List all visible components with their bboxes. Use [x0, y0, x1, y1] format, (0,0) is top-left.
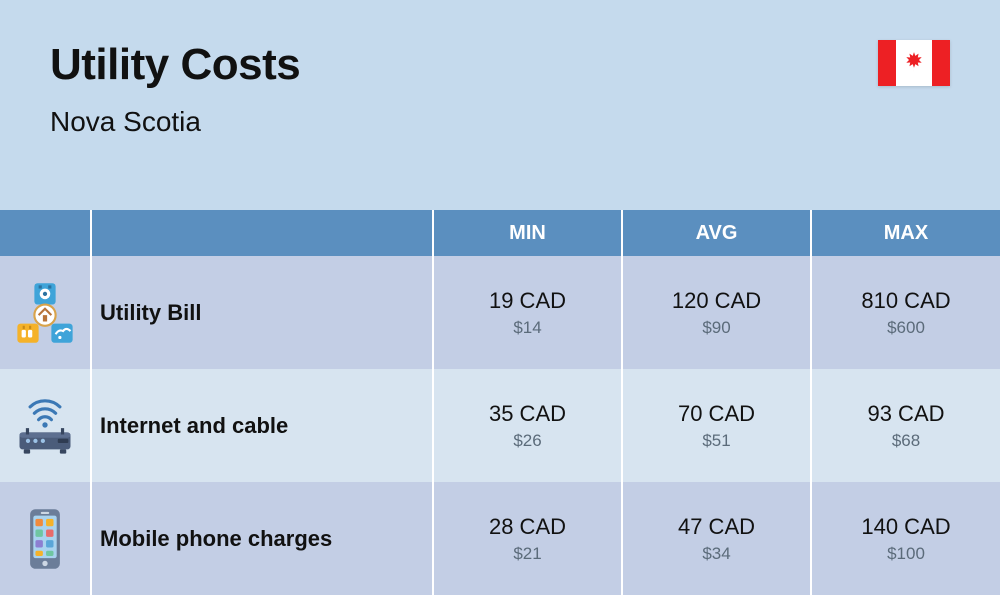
secondary-value: $90 — [702, 318, 730, 338]
col-header-max: MAX — [812, 210, 1000, 256]
primary-value: 35 CAD — [489, 401, 566, 427]
row-label: Internet and cable — [92, 369, 434, 482]
utility-icon — [11, 279, 79, 347]
cell-max: 93 CAD $68 — [812, 369, 1000, 482]
primary-value: 19 CAD — [489, 288, 566, 314]
page-subtitle: Nova Scotia — [50, 106, 950, 138]
cell-min: 28 CAD $21 — [434, 482, 623, 595]
cell-max: 810 CAD $600 — [812, 256, 1000, 369]
row-label: Mobile phone charges — [92, 482, 434, 595]
primary-value: 70 CAD — [678, 401, 755, 427]
cell-avg: 70 CAD $51 — [623, 369, 812, 482]
cell-avg: 120 CAD $90 — [623, 256, 812, 369]
secondary-value: $14 — [513, 318, 541, 338]
secondary-value: $51 — [702, 431, 730, 451]
cell-avg: 47 CAD $34 — [623, 482, 812, 595]
row-icon-cell — [0, 256, 92, 369]
secondary-value: $21 — [513, 544, 541, 564]
primary-value: 47 CAD — [678, 514, 755, 540]
cell-min: 19 CAD $14 — [434, 256, 623, 369]
col-header-avg: AVG — [623, 210, 812, 256]
canada-flag-icon — [878, 40, 950, 86]
router-icon — [11, 392, 79, 460]
page-title: Utility Costs — [50, 40, 950, 90]
secondary-value: $34 — [702, 544, 730, 564]
col-header-label — [92, 210, 434, 256]
primary-value: 93 CAD — [867, 401, 944, 427]
primary-value: 28 CAD — [489, 514, 566, 540]
col-header-icon — [0, 210, 92, 256]
row-label: Utility Bill — [92, 256, 434, 369]
row-icon-cell — [0, 482, 92, 595]
row-icon-cell — [0, 369, 92, 482]
phone-icon — [11, 505, 79, 573]
table-row: Utility Bill 19 CAD $14 120 CAD $90 810 … — [0, 256, 1000, 369]
secondary-value: $600 — [887, 318, 925, 338]
col-header-min: MIN — [434, 210, 623, 256]
secondary-value: $26 — [513, 431, 541, 451]
table-row: Mobile phone charges 28 CAD $21 47 CAD $… — [0, 482, 1000, 595]
cell-max: 140 CAD $100 — [812, 482, 1000, 595]
table-row: Internet and cable 35 CAD $26 70 CAD $51… — [0, 369, 1000, 482]
secondary-value: $68 — [892, 431, 920, 451]
table-header: MIN AVG MAX — [0, 210, 1000, 256]
primary-value: 120 CAD — [672, 288, 761, 314]
secondary-value: $100 — [887, 544, 925, 564]
header: Utility Costs Nova Scotia — [0, 0, 1000, 210]
primary-value: 810 CAD — [861, 288, 950, 314]
primary-value: 140 CAD — [861, 514, 950, 540]
cell-min: 35 CAD $26 — [434, 369, 623, 482]
cost-table: MIN AVG MAX — [0, 210, 1000, 595]
